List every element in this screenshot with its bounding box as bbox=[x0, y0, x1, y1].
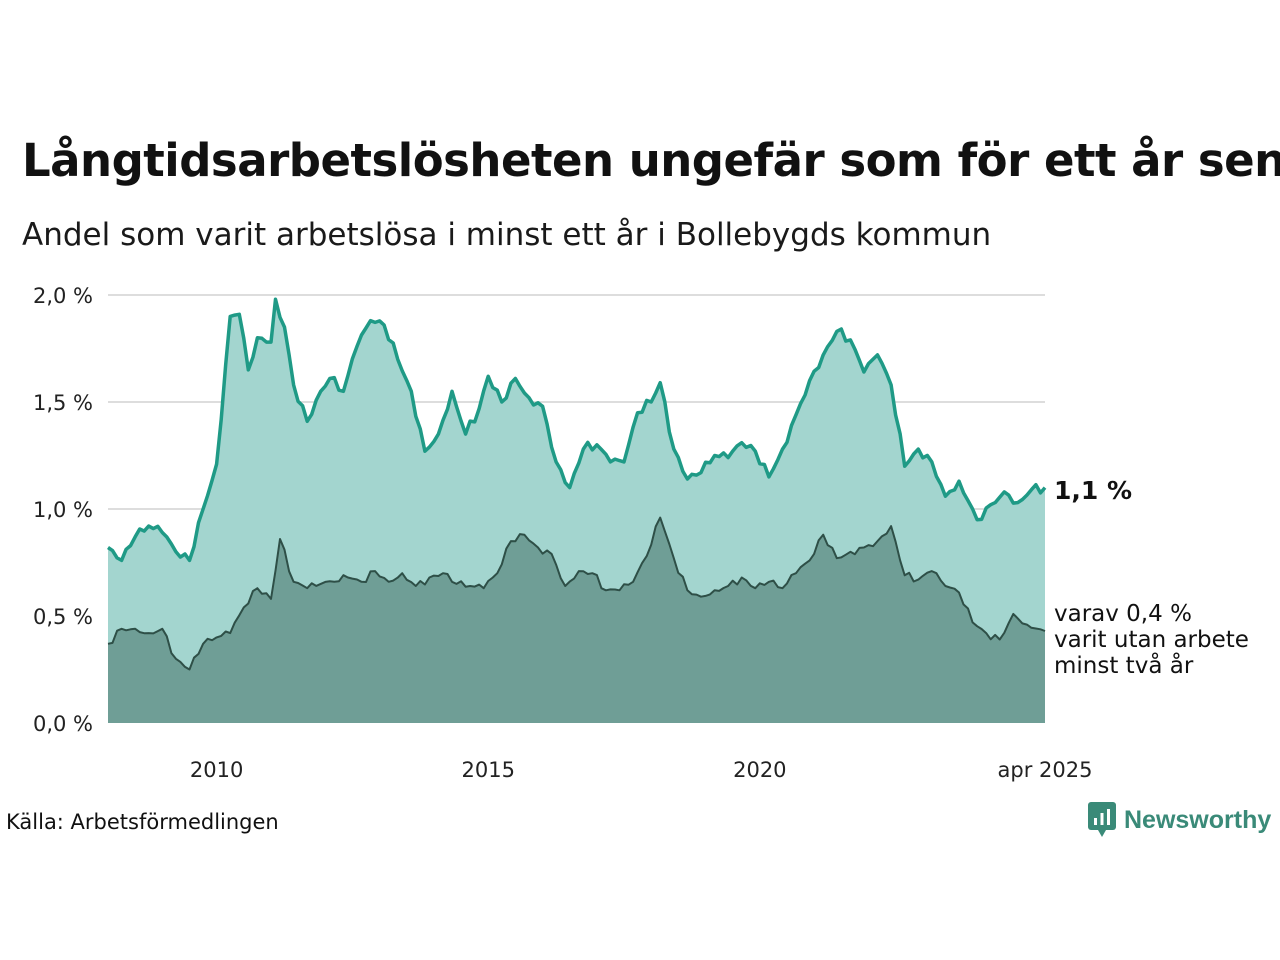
x-tick-label: apr 2025 bbox=[998, 758, 1093, 782]
newsworthy-logo-icon bbox=[1088, 802, 1116, 837]
y-tick-label: 2,0 % bbox=[33, 284, 93, 308]
y-tick-label: 0,5 % bbox=[33, 605, 93, 629]
y-axis-ticks: 0,0 % 0,5 % 1,0 % 1,5 % 2,0 % bbox=[33, 284, 93, 736]
chart-subtitle: Andel som varit arbetslösa i minst ett å… bbox=[22, 217, 992, 253]
x-axis-ticks: 2010 2015 2020 apr 2025 bbox=[190, 758, 1093, 782]
area-long-unemployment bbox=[108, 517, 1045, 723]
area-chart: 0,0 % 0,5 % 1,0 % 1,5 % 2,0 % 2010 2015 2020 ap… bbox=[33, 284, 1249, 782]
note-line-1: varav 0,4 % bbox=[1054, 601, 1192, 627]
brand-name: Newsworthy bbox=[1124, 805, 1272, 834]
x-tick-label: 2015 bbox=[462, 758, 515, 782]
note-line-2: varit utan arbete bbox=[1054, 627, 1249, 653]
brand-logo[interactable]: Newsworthy bbox=[1088, 802, 1271, 838]
source-note: Källa: Arbetsförmedlingen bbox=[6, 810, 279, 834]
x-tick-label: 2020 bbox=[733, 758, 786, 782]
y-tick-label: 0,0 % bbox=[33, 712, 93, 736]
line-long-unemployment bbox=[107, 516, 1046, 671]
end-value-label: 1,1 % bbox=[1054, 476, 1132, 505]
chart-title: Långtidsarbetslösheten ungefär som för e… bbox=[22, 134, 1280, 187]
line-total-unemployment bbox=[107, 297, 1047, 563]
y-tick-label: 1,0 % bbox=[33, 498, 93, 522]
note-line-3: minst två år bbox=[1054, 651, 1194, 679]
y-tick-label: 1,5 % bbox=[33, 391, 93, 415]
x-tick-label: 2010 bbox=[190, 758, 243, 782]
